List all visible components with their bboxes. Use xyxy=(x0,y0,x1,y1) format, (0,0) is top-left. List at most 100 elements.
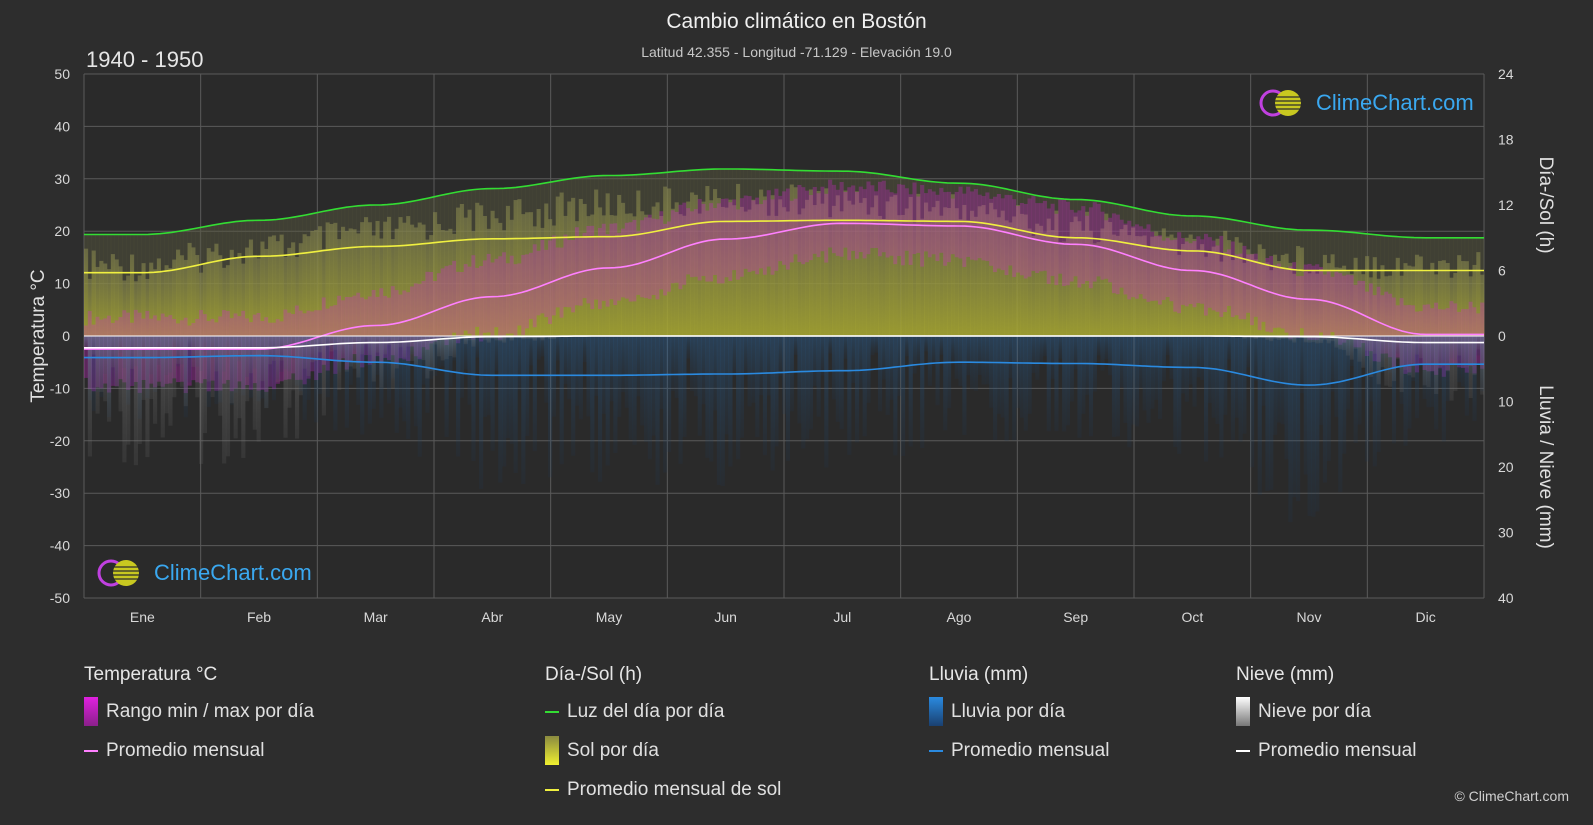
sunshine-bar xyxy=(329,223,334,336)
legend-rain: Lluvia (mm) Lluvia por día Promedio mens… xyxy=(929,664,1109,770)
snow-bar xyxy=(498,336,503,342)
legend-label: Rango min / max por día xyxy=(106,700,315,722)
rain-bar xyxy=(904,336,909,357)
sunshine-bar xyxy=(601,215,606,336)
snow-bar xyxy=(149,336,154,399)
sunshine-bar xyxy=(1411,266,1416,336)
rain-bar xyxy=(509,336,514,444)
temp-range-bar xyxy=(1353,284,1358,348)
temp-range-bar xyxy=(1192,241,1197,308)
sunshine-bar xyxy=(436,224,442,336)
rain-bar xyxy=(736,336,741,460)
rain-bar xyxy=(858,336,863,390)
rain-bar xyxy=(513,336,518,474)
rain-bar xyxy=(1046,336,1051,432)
temp-range-bar xyxy=(1261,262,1266,322)
temp-range-bar xyxy=(1223,252,1228,313)
sunshine-bar xyxy=(1230,260,1235,336)
y2-tick-label: 12 xyxy=(1498,197,1514,213)
temp-range-bar xyxy=(947,191,952,263)
sunshine-bar xyxy=(1012,216,1017,336)
sunshine-bar xyxy=(168,268,173,336)
snow-bar xyxy=(452,336,457,358)
x-tick-label: Sep xyxy=(1063,609,1088,625)
legend-item: Promedio mensual de sol xyxy=(545,770,781,809)
temp-range-bar xyxy=(1077,210,1082,288)
rain-bar xyxy=(394,336,399,433)
rain-bar xyxy=(317,336,323,394)
sunshine-bar xyxy=(785,211,791,336)
rain-bar xyxy=(1177,336,1182,454)
snow-bar xyxy=(1292,336,1297,343)
rain-bar xyxy=(463,336,468,370)
temp-range-bar xyxy=(459,272,465,335)
temp-range-bar xyxy=(1273,265,1278,328)
sunshine-bar xyxy=(709,200,714,336)
temp-range-bar xyxy=(1134,224,1140,299)
temp-range-bar xyxy=(620,228,626,298)
sunshine-bar xyxy=(1414,254,1420,336)
sunshine-bar xyxy=(1039,225,1044,336)
temp-avg-swatch xyxy=(84,749,98,752)
rain-bar xyxy=(1253,336,1258,381)
temp-range-bar xyxy=(820,186,825,252)
rain-bar xyxy=(1184,336,1189,402)
temp-range-bar xyxy=(1092,202,1097,282)
sunshine-bar xyxy=(314,229,319,336)
snow-bar xyxy=(122,336,127,463)
rain-bar xyxy=(1012,336,1017,441)
rain-bar xyxy=(1319,336,1324,425)
rain-bar xyxy=(1430,336,1435,408)
temp-range-bar xyxy=(1100,211,1105,280)
temp-range-bar xyxy=(1368,283,1374,352)
sunshine-swatch xyxy=(545,736,559,765)
temp-range-bar xyxy=(1299,275,1305,329)
rain-bar xyxy=(1391,336,1397,444)
temp-range-bar xyxy=(732,199,737,271)
sunshine-bar xyxy=(916,193,921,336)
temp-range-bar xyxy=(678,204,683,290)
y-tick-label: 20 xyxy=(54,223,70,239)
temp-range-bar xyxy=(1453,303,1458,364)
rain-bar xyxy=(271,336,277,401)
temp-range-bar xyxy=(1349,275,1354,338)
temp-range-bar xyxy=(398,294,403,359)
sunshine-bar xyxy=(456,207,461,336)
y-tick-label: 40 xyxy=(54,118,70,134)
rain-bar xyxy=(808,336,814,430)
rain-bar xyxy=(544,336,549,403)
sunshine-bar xyxy=(317,226,323,336)
y-axis-label: Temperatura °C xyxy=(28,269,49,402)
rain-bar xyxy=(770,336,775,471)
sunshine-bar xyxy=(448,228,453,336)
sunshine-bar xyxy=(966,219,971,336)
sunshine-bar xyxy=(1211,246,1216,336)
temp-range-bar xyxy=(904,188,909,251)
temp-range-bar xyxy=(536,250,541,316)
temp-range-bar xyxy=(1330,276,1335,333)
rain-bar xyxy=(314,336,319,423)
snow-bar xyxy=(352,336,357,369)
sunshine-bar xyxy=(164,265,169,336)
sunshine-bar xyxy=(1192,238,1197,336)
rain-bar xyxy=(1276,336,1282,423)
sunshine-bar xyxy=(344,230,349,336)
temp-range-bar xyxy=(440,268,445,338)
rain-bar xyxy=(1322,336,1328,483)
rain-bar xyxy=(1023,336,1028,431)
rain-bar xyxy=(467,336,472,405)
snow-bar xyxy=(1357,336,1362,362)
sunshine-bar xyxy=(770,195,775,336)
rain-bar xyxy=(782,336,787,414)
temp-range-bar xyxy=(1365,291,1370,357)
snow-bar xyxy=(417,336,422,358)
legend-item: Promedio mensual xyxy=(84,731,314,770)
sunshine-bar xyxy=(398,217,403,336)
temp-range-bar xyxy=(851,185,856,251)
sunshine-bar xyxy=(222,267,227,336)
rain-bar xyxy=(862,336,867,437)
rain-bar xyxy=(801,336,806,449)
rain-bar xyxy=(521,336,526,485)
sunshine-bar xyxy=(667,188,672,336)
sunshine-bar xyxy=(1468,276,1473,336)
